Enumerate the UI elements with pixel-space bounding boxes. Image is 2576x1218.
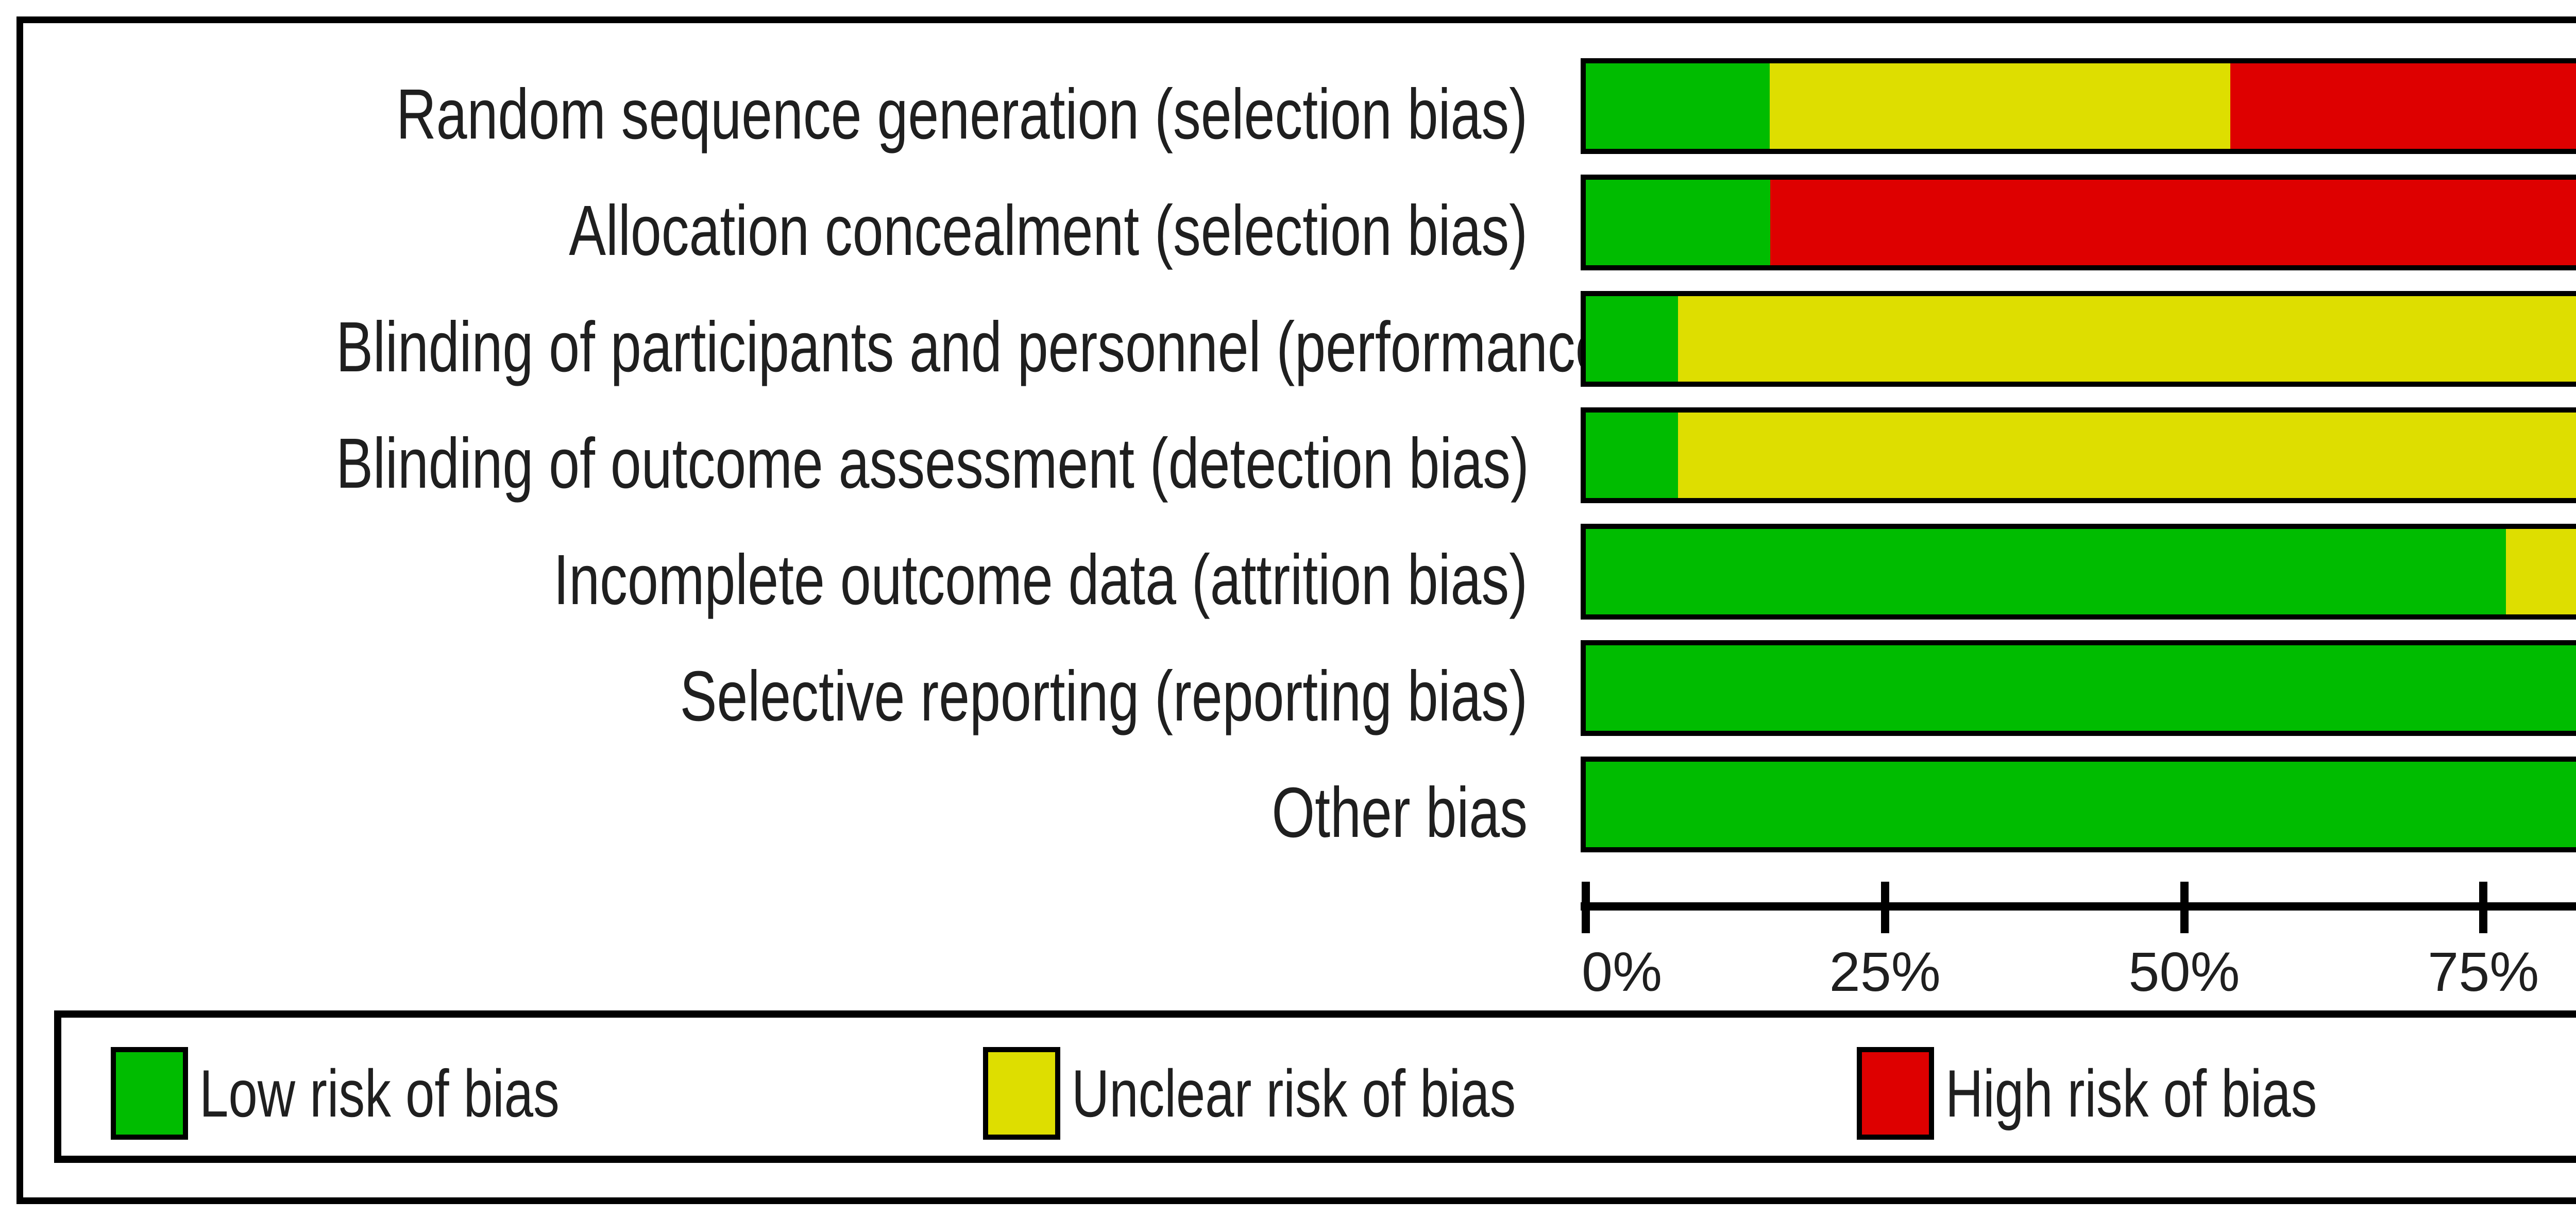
stacked-bar xyxy=(1581,640,2576,736)
legend-label: Unclear risk of bias xyxy=(1072,1056,1516,1131)
legend-label: Low risk of bias xyxy=(199,1056,560,1131)
stacked-bar xyxy=(1581,524,2576,620)
category-label: Blinding of outcome assessment (detectio… xyxy=(336,424,1529,503)
axis-tick-label: 25% xyxy=(1829,940,1941,1003)
category-label: Blinding of participants and personnel (… xyxy=(336,307,1742,387)
legend-item-unclear-risk: Unclear risk of bias xyxy=(983,1045,1641,1141)
axis-tick-label: 75% xyxy=(2428,940,2539,1003)
chart-row: Allocation concealment (selection bias) xyxy=(0,175,2576,270)
stacked-bar xyxy=(1581,407,2576,503)
legend-label: High risk of bias xyxy=(1945,1056,2317,1131)
figure-frame xyxy=(16,16,2576,1204)
category-label: Allocation concealment (selection bias) xyxy=(569,191,1528,270)
axis-tick xyxy=(2180,882,2189,933)
segment-unclear-risk xyxy=(2506,529,2576,614)
stacked-bar xyxy=(1581,291,2576,387)
category-label: Random sequence generation (selection bi… xyxy=(396,75,1528,154)
legend-item-high-risk: High risk of bias xyxy=(1857,1045,2422,1141)
axis-tick xyxy=(1582,882,1590,933)
segment-low-risk xyxy=(1586,63,1770,149)
low-risk-swatch xyxy=(111,1047,188,1140)
high-risk-swatch xyxy=(1857,1047,1934,1140)
segment-high-risk xyxy=(2230,63,2576,149)
category-label: Selective reporting (reporting bias) xyxy=(680,657,1528,736)
segment-low-risk xyxy=(1586,529,2506,614)
stacked-bar xyxy=(1581,175,2576,270)
chart-row: Other bias xyxy=(0,757,2576,852)
category-label: Incomplete outcome data (attrition bias) xyxy=(553,540,1528,620)
segment-high-risk xyxy=(1770,180,2576,265)
chart-row: Random sequence generation (selection bi… xyxy=(0,58,2576,154)
legend-item-low-risk: Low risk of bias xyxy=(111,1045,661,1141)
axis-tick xyxy=(1880,882,1889,933)
chart-row: Blinding of outcome assessment (detectio… xyxy=(0,407,2576,503)
chart-row: Incomplete outcome data (attrition bias) xyxy=(0,524,2576,620)
axis-tick-label: 0% xyxy=(1582,940,1663,1003)
stacked-bar xyxy=(1581,58,2576,154)
axis-tick xyxy=(2479,882,2488,933)
segment-low-risk xyxy=(1586,296,1678,382)
segment-low-risk xyxy=(1586,413,1678,498)
chart-row: Blinding of participants and personnel (… xyxy=(0,291,2576,387)
unclear-risk-swatch xyxy=(983,1047,1060,1140)
segment-low-risk xyxy=(1586,645,2576,731)
category-label: Other bias xyxy=(1272,773,1528,852)
segment-low-risk xyxy=(1586,180,1770,265)
segment-unclear-risk xyxy=(1677,413,2576,498)
axis-tick-label: 50% xyxy=(2128,940,2240,1003)
x-axis-line xyxy=(1581,902,2576,911)
chart-row: Selective reporting (reporting bias) xyxy=(0,640,2576,736)
segment-unclear-risk xyxy=(1770,63,2230,149)
segment-low-risk xyxy=(1586,762,2576,847)
x-axis: 0%25%50%75%100% xyxy=(1581,876,2576,1009)
stacked-bar xyxy=(1581,757,2576,852)
legend-box xyxy=(54,1010,2576,1163)
segment-unclear-risk xyxy=(1677,296,2576,382)
